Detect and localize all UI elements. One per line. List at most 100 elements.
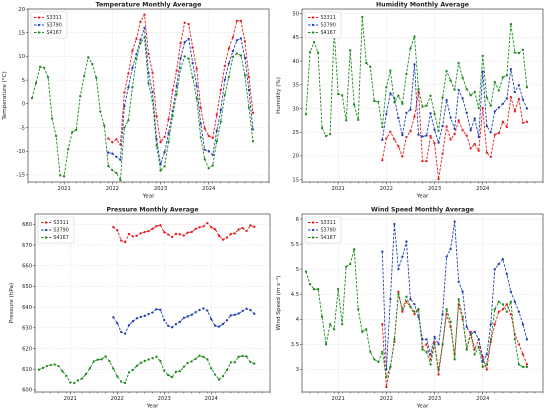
data-point <box>159 141 162 144</box>
data-point <box>151 99 154 102</box>
data-point <box>178 320 182 323</box>
data-point <box>361 330 364 333</box>
data-point <box>341 94 344 97</box>
data-point <box>453 88 456 91</box>
data-point <box>221 238 225 241</box>
data-point <box>481 70 484 73</box>
data-point <box>147 82 150 85</box>
data-point <box>437 368 440 371</box>
data-point <box>253 362 256 365</box>
data-point <box>123 105 126 108</box>
data-point <box>245 355 248 358</box>
data-point <box>219 120 222 123</box>
data-point <box>501 257 504 261</box>
data-point <box>429 363 432 366</box>
data-point <box>401 133 404 137</box>
legend-marker <box>311 16 315 19</box>
x-tick-label: 2023 <box>158 396 171 402</box>
data-point <box>369 65 372 68</box>
data-point <box>324 343 328 346</box>
chart-panel-3: 600 610 620 630 640 650 660 670 680 2021 2022 2023 2… <box>9 207 271 410</box>
data-point <box>445 308 448 311</box>
data-point <box>249 360 252 364</box>
data-point <box>437 141 440 144</box>
data-point <box>225 368 229 372</box>
data-point <box>42 66 46 69</box>
data-point <box>433 128 436 132</box>
data-point <box>203 148 206 151</box>
data-point <box>187 23 190 26</box>
y-tick-label: 10 <box>18 54 25 60</box>
data-point <box>397 116 400 120</box>
data-point <box>178 370 182 373</box>
data-point <box>225 319 229 322</box>
data-point <box>139 315 142 319</box>
data-point <box>175 69 178 72</box>
data-point <box>233 361 236 364</box>
data-point <box>198 226 201 229</box>
data-point <box>217 234 221 237</box>
data-point <box>67 148 70 151</box>
data-point <box>199 106 202 110</box>
x-tick-label: 2024 <box>205 396 219 402</box>
data-point <box>381 250 384 253</box>
data-point <box>517 310 521 313</box>
data-point <box>207 134 210 138</box>
data-point <box>413 35 416 38</box>
data-point <box>111 152 114 155</box>
legend-marker <box>37 16 41 19</box>
data-point <box>135 317 138 320</box>
data-point <box>453 132 456 136</box>
data-point <box>76 379 80 382</box>
data-point <box>190 360 193 363</box>
legend-marker <box>311 236 315 239</box>
data-point <box>441 152 444 155</box>
data-point <box>393 138 396 141</box>
data-point <box>120 380 123 383</box>
data-point <box>170 326 174 329</box>
data-point <box>509 300 513 303</box>
data-point <box>253 225 256 228</box>
data-point <box>304 113 308 116</box>
data-point <box>437 343 440 346</box>
data-point <box>239 19 243 22</box>
data-point <box>233 232 236 235</box>
data-point <box>127 72 130 75</box>
data-point <box>73 381 76 385</box>
data-point <box>521 48 525 51</box>
data-point <box>135 234 138 237</box>
data-point <box>377 100 380 104</box>
data-point <box>167 132 170 135</box>
data-point <box>182 316 185 320</box>
data-point <box>373 358 376 361</box>
data-point <box>501 308 504 311</box>
data-point <box>441 313 444 316</box>
data-point <box>425 104 428 107</box>
data-point <box>194 357 197 361</box>
data-point <box>108 360 111 363</box>
data-point <box>457 61 460 65</box>
data-point <box>99 110 102 113</box>
x-tick-label: 2022 <box>380 186 393 192</box>
data-point <box>473 142 476 146</box>
data-point <box>385 112 388 115</box>
data-point <box>485 151 488 154</box>
data-point <box>393 101 396 104</box>
y-tick-label: -15 <box>17 173 25 179</box>
data-point <box>433 343 436 346</box>
data-point <box>469 333 472 336</box>
data-point <box>186 361 189 365</box>
data-point <box>229 314 232 317</box>
y-axis-label: Humidity (%) <box>276 77 282 114</box>
data-point <box>139 38 142 41</box>
data-point <box>413 303 416 306</box>
data-point <box>151 90 154 94</box>
data-point <box>489 323 492 326</box>
data-point <box>385 86 388 89</box>
data-point <box>457 280 460 283</box>
legend-marker <box>44 236 48 239</box>
data-point <box>111 169 114 172</box>
data-point <box>401 308 404 311</box>
data-point <box>155 225 158 228</box>
data-point <box>147 313 150 316</box>
